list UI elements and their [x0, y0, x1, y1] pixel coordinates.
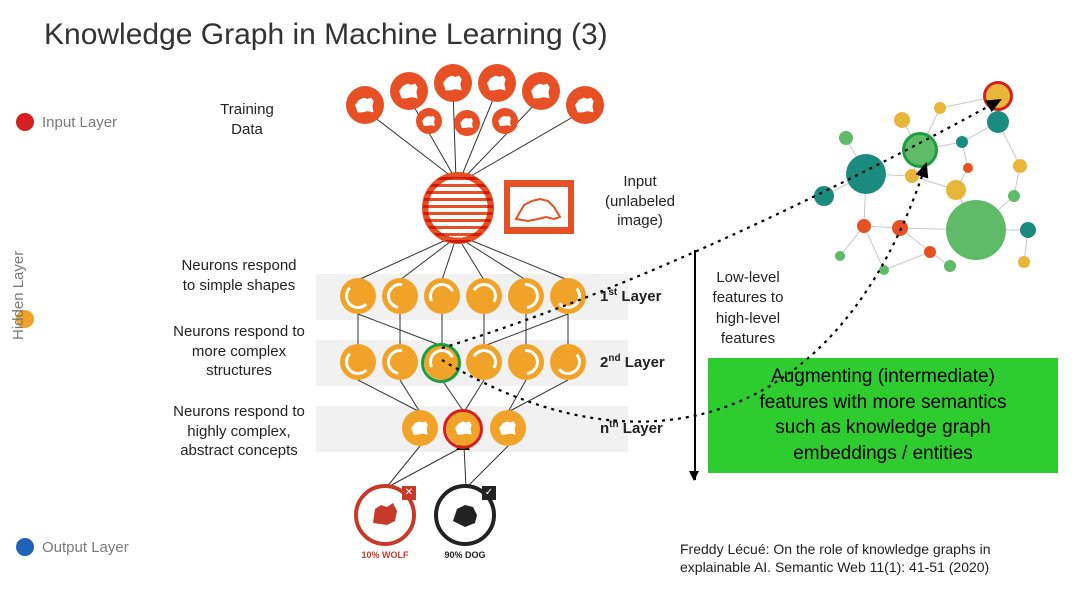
- training-node: [492, 108, 518, 134]
- graph-node: [846, 154, 886, 194]
- output-layer-dot: [16, 538, 34, 556]
- output-dog: ✓: [434, 484, 496, 546]
- layern-row-node: [490, 410, 526, 446]
- legend-input-label: Input Layer: [42, 114, 117, 131]
- graph-node: [946, 180, 966, 200]
- graph-node: [963, 163, 973, 173]
- layer2-label: 2nd Layer: [600, 353, 665, 371]
- graph-node: [924, 246, 936, 258]
- training-node: [346, 86, 384, 124]
- callout-box: Augmenting (intermediate)features with m…: [708, 358, 1058, 473]
- graph-node: [905, 135, 935, 165]
- citation: Freddy Lécué: On the role of knowledge g…: [680, 540, 1070, 576]
- nn-diagram: ✕ 10% WOLF ✓ 90% DOG: [316, 80, 628, 580]
- layer2-row-node: [340, 344, 376, 380]
- layer1-row-node: [550, 278, 586, 314]
- label-complex: Neurons respond tomore complexstructures: [164, 322, 314, 381]
- legend-output: Output Layer: [16, 538, 129, 556]
- layer1-row-node: [424, 278, 460, 314]
- graph-node: [905, 169, 919, 183]
- layern-red-ring: [443, 409, 483, 449]
- graph-node: [934, 102, 946, 114]
- input-image-inner: [510, 187, 568, 227]
- graph-node: [839, 131, 853, 145]
- training-node: [566, 86, 604, 124]
- legend-hidden-label: Hidden Layer: [10, 251, 27, 340]
- graph-node: [835, 251, 845, 261]
- graph-node: [1020, 222, 1036, 238]
- training-node: [522, 72, 560, 110]
- layer2-row-node: [382, 344, 418, 380]
- training-node: [454, 110, 480, 136]
- output-dog-label: 90% DOG: [430, 550, 500, 560]
- layer1-row-node: [382, 278, 418, 314]
- layer2-row-node: [550, 344, 586, 380]
- label-shapes: Neurons respondto simple shapes: [164, 256, 314, 295]
- legend-output-label: Output Layer: [42, 539, 129, 556]
- graph-node: [1018, 256, 1030, 268]
- legend-input: Input Layer: [16, 113, 117, 131]
- training-node: [434, 64, 472, 102]
- training-node: [478, 64, 516, 102]
- layer1-row-node: [340, 278, 376, 314]
- input-caption: Input(unlabeledimage): [590, 172, 690, 231]
- features-text: Low-levelfeatures tohigh-levelfeatures: [702, 268, 794, 349]
- layern-row-node: [402, 410, 438, 446]
- input-layer-dot: [16, 113, 34, 131]
- layer1-label: 1st Layer: [600, 287, 661, 305]
- input-sphere: [422, 172, 494, 244]
- label-training: TrainingData: [192, 100, 302, 139]
- layer1-row-node: [466, 278, 502, 314]
- graph-node: [956, 136, 968, 148]
- output-wolf-label: 10% WOLF: [350, 550, 420, 560]
- graph-node: [1008, 190, 1020, 202]
- graph-node: [986, 84, 1010, 108]
- layern-label: nth Layer: [600, 419, 663, 437]
- network-graph: [800, 80, 1060, 290]
- graph-node: [892, 220, 908, 236]
- layer1-row-node: [508, 278, 544, 314]
- graph-node: [946, 200, 1006, 260]
- graph-node: [857, 219, 871, 233]
- output-wolf: ✕: [354, 484, 416, 546]
- label-abstract: Neurons respond tohighly complex,abstrac…: [164, 402, 314, 461]
- graph-node: [879, 265, 889, 275]
- training-node: [390, 72, 428, 110]
- graph-node: [1013, 159, 1027, 173]
- training-node: [416, 108, 442, 134]
- features-arrow: [694, 250, 696, 480]
- graph-node: [944, 260, 956, 272]
- graph-node: [987, 111, 1009, 133]
- layer2-row-node: [466, 344, 502, 380]
- layer2-green-ring: [421, 343, 461, 383]
- page-title: Knowledge Graph in Machine Learning (3): [44, 18, 608, 52]
- graph-node: [814, 186, 834, 206]
- input-image-box: [504, 180, 574, 234]
- graph-node: [894, 112, 910, 128]
- layer2-row-node: [508, 344, 544, 380]
